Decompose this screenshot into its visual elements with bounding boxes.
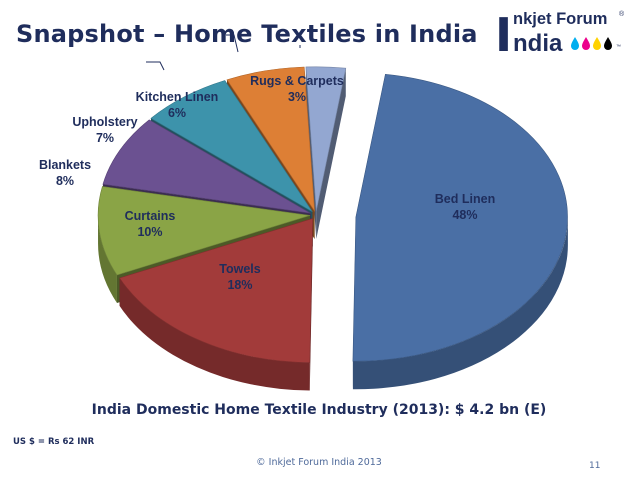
pie-slice-blankets [102, 119, 311, 214]
pie-slice-upholstery [150, 80, 313, 213]
pie-outer-wall [98, 215, 117, 304]
pie-slice-kitchen-linen [226, 66, 315, 213]
currency-note: US $ = Rs 62 INR [13, 437, 95, 447]
pie-top-layer [97, 66, 568, 363]
logo-drop-magenta [582, 37, 590, 50]
slice-label-kitchen-linen: Kitchen Linen [136, 90, 219, 104]
logo-line1: nkjet Forum [513, 10, 607, 28]
slice-value-towels: 18% [227, 278, 252, 292]
chart-subtitle: India Domestic Home Textile Industry (20… [91, 402, 547, 418]
slice-value-blankets: 8% [56, 174, 74, 188]
slice-label-curtains: Curtains [125, 209, 176, 223]
leader-line-kitchen-linen [226, 34, 239, 53]
pie-slice-towels [119, 218, 314, 363]
logo-trademark: ™ [616, 44, 621, 50]
slice-value-rugs-carpets: 3% [288, 90, 306, 104]
logo-ink-drops [571, 37, 612, 50]
logo-drop-yellow [593, 37, 601, 50]
slice-value-kitchen-linen: 6% [168, 106, 186, 120]
pie-slice-rugs-carpets [305, 66, 347, 211]
leader-line-upholstery [146, 61, 165, 71]
pie-slice-curtains [97, 186, 311, 276]
pie-outer-wall [352, 217, 568, 390]
home-textiles-pie-chart: Bed Linen 48% Towels 18% Curtains 10% Blankets… [39, 34, 568, 391]
slice-label-upholstery: Upholstery [72, 115, 137, 129]
slice-label-bed-linen: Bed Linen [435, 192, 495, 206]
slide-title: Snapshot – Home Textiles in India [16, 20, 478, 48]
slice-value-upholstery: 7% [96, 131, 114, 145]
slice-label-towels: Towels [219, 262, 260, 276]
slice-value-bed-linen: 48% [452, 208, 477, 222]
copyright-notice: © Inkjet Forum India 2013 [256, 457, 382, 468]
slice-label-rugs-carpets: Rugs & Carpets [250, 74, 344, 88]
logo-big-letter: I [495, 8, 512, 58]
pie-side-wall [316, 68, 346, 239]
slice-value-curtains: 10% [137, 225, 162, 239]
logo-registered-mark: ® [619, 10, 625, 18]
logo-drop-cyan [571, 37, 579, 50]
logo-drop-black [604, 37, 612, 50]
pie-labels: Bed Linen 48% Towels 18% Curtains 10% Blankets… [39, 34, 495, 292]
pie-outer-wall [119, 278, 310, 391]
pie-slice-bed-linen [352, 74, 568, 362]
slice-label-blankets: Blankets [39, 158, 91, 172]
page-number: 11 [589, 461, 601, 471]
inkjet-forum-india-logo: I nkjet Forum ® ndia ™ [495, 8, 625, 58]
logo-line2: ndia [513, 30, 563, 57]
